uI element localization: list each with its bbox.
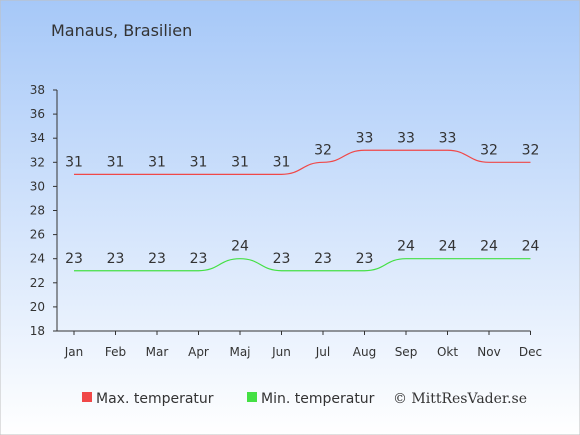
x-tick-label: Apr: [188, 345, 209, 359]
data-label-min: 23: [356, 251, 374, 267]
data-label-max: 31: [65, 154, 83, 170]
series-line-max: [73, 149, 531, 175]
data-label-max: 32: [314, 142, 332, 158]
legend-swatch-min: [247, 392, 257, 402]
y-tick-label: 18: [30, 324, 45, 338]
series-line-min: [73, 258, 531, 272]
data-label-min: 23: [65, 251, 83, 267]
x-tick-label: Jul: [315, 345, 330, 359]
y-tick-label: 32: [30, 155, 45, 169]
data-label-min: 24: [231, 239, 249, 255]
y-tick-label: 34: [30, 131, 45, 145]
data-label-max: 31: [107, 154, 125, 170]
x-tick-label: Okt: [437, 345, 458, 359]
data-label-max: 32: [522, 142, 540, 158]
y-tick-label: 24: [30, 252, 45, 266]
x-tick-label: Dec: [519, 345, 542, 359]
data-label-min: 24: [522, 239, 540, 255]
legend: Max. temperatur Min. temperatur: [82, 391, 375, 407]
y-tick-label: 30: [30, 179, 45, 193]
y-tick-label: 22: [30, 276, 45, 290]
data-label-min: 23: [148, 251, 166, 267]
x-tick-label: Sep: [395, 345, 418, 359]
data-label-min: 24: [480, 239, 498, 255]
data-label-max: 33: [397, 130, 415, 146]
x-tick-label: Feb: [105, 345, 126, 359]
data-label-min: 24: [439, 239, 457, 255]
data-label-max: 31: [190, 154, 208, 170]
data-label-max: 31: [273, 154, 291, 170]
x-tick-label: Mar: [146, 345, 169, 359]
x-tick-label: Aug: [353, 345, 376, 359]
axes: 18 20 22 24 26 28 30 32 34 36 38 Jan Feb Mar Apr Maj Jun…: [30, 83, 542, 359]
data-label-min: 24: [397, 239, 415, 255]
chart-title: Manaus, Brasilien: [51, 21, 192, 40]
legend-label-min: Min. temperatur: [261, 391, 375, 407]
series-layer: 31 31 31 31 31 31 32 33 33 33 32 32 23 23 23 23 24 23 23 23…: [65, 130, 540, 272]
y-tick-label: 26: [30, 228, 45, 242]
data-label-max: 31: [231, 154, 249, 170]
x-tick-label: Jun: [271, 345, 291, 359]
x-tick-label: Maj: [229, 345, 250, 359]
data-label-min: 23: [107, 251, 125, 267]
y-tick-label: 28: [30, 204, 45, 218]
y-tick-label: 38: [30, 83, 45, 97]
credit-text: © MittResVader.se: [393, 391, 527, 407]
x-tick-label: Nov: [477, 345, 500, 359]
data-label-max: 33: [439, 130, 457, 146]
data-label-max: 31: [148, 154, 166, 170]
y-tick-label: 20: [30, 300, 45, 314]
data-label-min: 23: [314, 251, 332, 267]
y-tick-label: 36: [30, 107, 45, 121]
data-label-max: 33: [356, 130, 374, 146]
data-label-max: 32: [480, 142, 498, 158]
data-label-min: 23: [273, 251, 291, 267]
x-tick-label: Jan: [64, 345, 84, 359]
legend-swatch-max: [82, 392, 92, 402]
legend-label-max: Max. temperatur: [96, 391, 214, 407]
data-label-min: 23: [190, 251, 208, 267]
